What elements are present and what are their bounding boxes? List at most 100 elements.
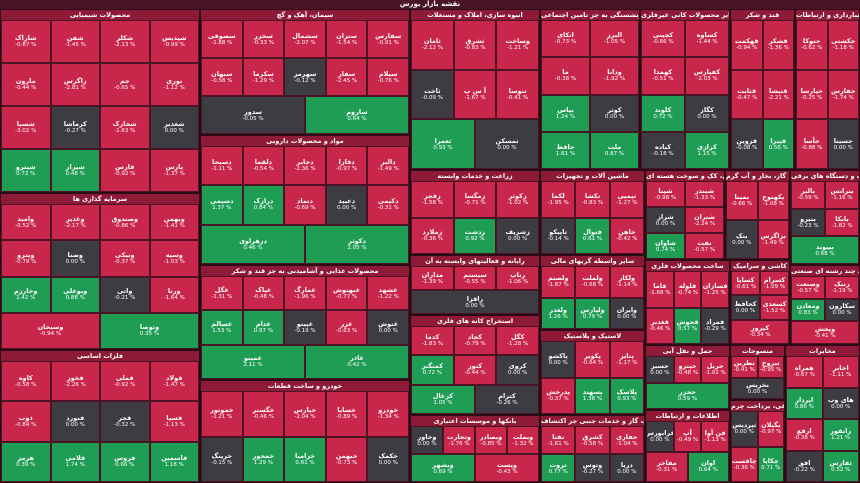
stock-tile[interactable]: کحافظ 0.00 %: [731, 295, 760, 320]
stock-tile[interactable]: اپرداز 0.86 %: [786, 387, 823, 419]
stock-tile[interactable]: حسیر 0.00 %: [646, 356, 674, 383]
stock-tile[interactable]: وصندوق -0.86 %: [100, 204, 150, 241]
stock-tile[interactable]: فسازان -1.25 %: [701, 271, 729, 308]
stock-tile[interactable]: قشکر -1.36 %: [762, 20, 794, 70]
stock-tile[interactable]: ثاخت -0.09 %: [411, 69, 454, 120]
stock-tile[interactable]: افق -0.22 %: [786, 450, 823, 482]
stock-tile[interactable]: ولصنم -1.87 %: [541, 266, 576, 298]
stock-tile[interactable]: کگل -1.28 %: [496, 326, 539, 356]
stock-tile[interactable]: کهمدا -0.51 %: [641, 57, 685, 95]
stock-tile[interactable]: بمپنا -0.66 %: [726, 181, 758, 220]
stock-tile[interactable]: کچینی -0.66 %: [641, 20, 685, 58]
stock-tile[interactable]: بتک 0.00 %: [726, 220, 758, 259]
stock-tile[interactable]: غشهد -1.22 %: [367, 276, 409, 311]
stock-tile[interactable]: کوثر 0.00 %: [590, 94, 639, 132]
stock-tile[interactable]: ولغدر 1.26 %: [541, 297, 576, 329]
stock-tile[interactable]: حفاری -1.04 %: [609, 426, 644, 454]
stock-tile[interactable]: وسپه -1.03 %: [149, 240, 199, 277]
stock-tile[interactable]: نبروج -0.95 %: [757, 356, 784, 378]
stock-tile[interactable]: هرمز 0.39 %: [1, 441, 51, 482]
stock-tile[interactable]: ستران -1.54 %: [325, 20, 368, 58]
stock-tile[interactable]: ثامان -2.12 %: [411, 20, 454, 70]
stock-tile[interactable]: ثروت 0.77 %: [541, 454, 576, 482]
stock-tile[interactable]: غمینو 2.11 %: [201, 344, 305, 379]
stock-tile[interactable]: سفارس -0.91 %: [367, 20, 409, 58]
stock-tile[interactable]: ذوب -0.84 %: [1, 401, 51, 442]
stock-tile[interactable]: حفارس -1.74 %: [827, 69, 859, 120]
stock-tile[interactable]: شپترو 0.72 %: [1, 149, 51, 192]
stock-tile[interactable]: فنوال 0.61 %: [575, 217, 610, 254]
stock-tile[interactable]: دزهراوی 0.46 %: [201, 224, 305, 264]
stock-tile[interactable]: سشمال -2.07 %: [284, 20, 326, 58]
stock-tile[interactable]: فولاد -1.47 %: [149, 361, 199, 402]
stock-tile[interactable]: نخریس 0.00 %: [731, 377, 784, 399]
stock-tile[interactable]: دفارا -0.97 %: [325, 146, 368, 186]
stock-tile[interactable]: زفجر -1.58 %: [411, 181, 454, 218]
stock-tile[interactable]: قثابت -0.47 %: [731, 69, 763, 120]
stock-tile[interactable]: آ س پ -1.67 %: [453, 69, 497, 120]
stock-tile[interactable]: خساپا -0.89 %: [325, 391, 368, 437]
stock-tile[interactable]: پکویر -0.64 %: [575, 341, 610, 378]
stock-tile[interactable]: زشریف 0.00 %: [496, 217, 539, 254]
stock-tile[interactable]: خاهن -0.42 %: [609, 217, 644, 254]
stock-tile[interactable]: مداران -1.39 %: [411, 266, 454, 290]
stock-tile[interactable]: بگیلان -0.97 %: [757, 411, 784, 447]
stock-tile[interactable]: زدشت 0.92 %: [453, 217, 497, 254]
stock-tile[interactable]: کزغال 1.05 %: [411, 384, 475, 414]
stock-tile[interactable]: دکیمی -0.31 %: [367, 185, 409, 225]
stock-tile[interactable]: سکرما -1.29 %: [242, 58, 285, 96]
stock-tile[interactable]: بایکا -1.82 %: [825, 208, 859, 237]
stock-tile[interactable]: دالبر -1.49 %: [367, 146, 409, 186]
stock-tile[interactable]: سیلام -0.76 %: [367, 58, 409, 96]
stock-tile[interactable]: شیراز 0.48 %: [50, 149, 100, 192]
stock-tile[interactable]: قهکمت -0.94 %: [731, 20, 763, 70]
stock-tile[interactable]: دشیمی 1.37 %: [201, 185, 243, 225]
stock-tile[interactable]: فسپا -1.13 %: [149, 401, 199, 442]
stock-tile[interactable]: شتران -2.24 %: [685, 207, 724, 233]
stock-tile[interactable]: فمراد -0.29 %: [701, 307, 729, 344]
stock-tile[interactable]: ثشرق -0.83 %: [453, 20, 497, 70]
stock-tile[interactable]: وپخش -0.41 %: [791, 321, 859, 344]
stock-tile[interactable]: سدور -0.05 %: [201, 96, 305, 134]
stock-tile[interactable]: وتوصا 0.35 %: [100, 312, 199, 349]
stock-tile[interactable]: خگستر -0.46 %: [242, 391, 285, 437]
stock-tile[interactable]: تپمپی -1.27 %: [609, 181, 644, 218]
stock-tile[interactable]: حکشتی -1.18 %: [827, 20, 859, 70]
stock-tile[interactable]: دکوثر 2.05 %: [305, 224, 409, 264]
stock-tile[interactable]: حپترو -0.48 %: [673, 356, 702, 383]
stock-tile[interactable]: فرابورس 0.00 %: [646, 421, 674, 452]
stock-tile[interactable]: حپارسا -0.25 %: [796, 69, 828, 120]
stock-tile[interactable]: سصوفی -1.88 %: [201, 20, 243, 58]
stock-tile[interactable]: فن آوا -1.13 %: [701, 421, 729, 452]
stock-tile[interactable]: خکمک 0.00 %: [367, 436, 409, 482]
stock-tile[interactable]: اخابر -1.11 %: [822, 356, 859, 388]
stock-tile[interactable]: فجر -0.32 %: [100, 401, 150, 442]
stock-tile[interactable]: واتی -0.21 %: [100, 276, 150, 313]
stock-tile[interactable]: ودانا -1.92 %: [590, 57, 639, 95]
stock-tile[interactable]: فخوز -2.26 %: [50, 361, 100, 402]
stock-tile[interactable]: غاذر 0.42 %: [305, 344, 409, 379]
stock-tile[interactable]: خپارس -2.04 %: [284, 391, 326, 437]
stock-tile[interactable]: ولپارس 0.79 %: [575, 297, 610, 329]
stock-tile[interactable]: مارون -0.44 %: [1, 63, 51, 106]
stock-tile[interactable]: حسینا 0.00 %: [827, 119, 859, 169]
stock-tile[interactable]: کباده -0.18 %: [641, 131, 685, 169]
stock-tile[interactable]: چکاپا 0.71 %: [757, 446, 784, 482]
stock-tile[interactable]: وصنا 0.00 %: [50, 240, 100, 277]
stock-tile[interactable]: وایران 0.00 %: [609, 297, 644, 329]
stock-tile[interactable]: خودرو -1.34 %: [367, 391, 409, 437]
stock-tile[interactable]: زمگسا -0.71 %: [453, 181, 497, 218]
stock-tile[interactable]: ثمسکن 0.00 %: [475, 119, 539, 169]
stock-tile[interactable]: سکارون 0.00 %: [825, 298, 859, 322]
stock-tile[interactable]: رافزا 0.00 %: [411, 290, 539, 314]
stock-tile[interactable]: همراه -0.67 %: [786, 356, 823, 388]
stock-tile[interactable]: شسپا -3.02 %: [1, 106, 51, 149]
stock-tile[interactable]: وپست -0.43 %: [475, 454, 539, 482]
stock-tile[interactable]: ورنا -1.64 %: [149, 276, 199, 313]
stock-tile[interactable]: فارس -0.92 %: [100, 149, 150, 192]
stock-tile[interactable]: حتوکا -0.62 %: [796, 20, 828, 70]
stock-tile[interactable]: شاوان 0.74 %: [646, 233, 685, 259]
stock-tile[interactable]: دعبید 0.00 %: [325, 185, 368, 225]
stock-tile[interactable]: کسعدی -1.52 %: [760, 295, 789, 320]
stock-tile[interactable]: پارس -1.37 %: [149, 149, 199, 192]
